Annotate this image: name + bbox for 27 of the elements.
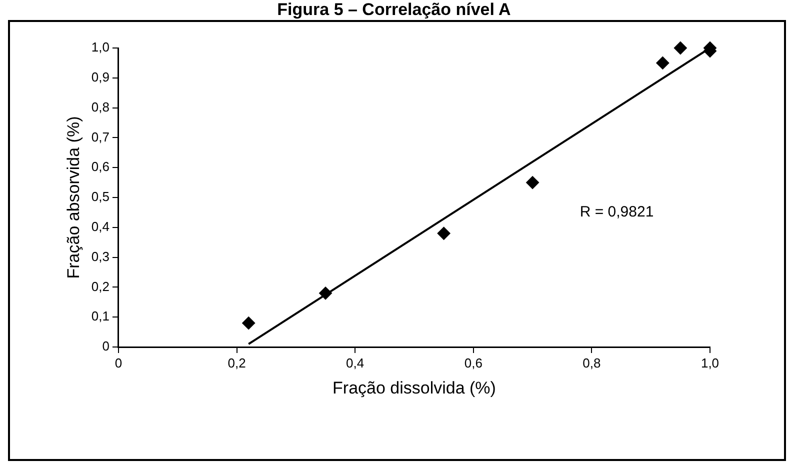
y-tick-label: 0,1 bbox=[91, 308, 110, 324]
x-tick-label: 0,6 bbox=[464, 355, 482, 370]
point bbox=[674, 42, 687, 54]
y-tick-label: 0,4 bbox=[91, 218, 110, 234]
y-tick-label: 0,8 bbox=[91, 99, 110, 114]
y-tick-label: 0,9 bbox=[91, 69, 110, 84]
x-tick-label: 0 bbox=[114, 355, 122, 370]
y-tick-label: 0,7 bbox=[91, 129, 110, 144]
y-axis-title: Fração absorvida (%) bbox=[64, 116, 83, 279]
x-tick-label: 1,0 bbox=[700, 355, 720, 370]
x-tick-label: 0,8 bbox=[582, 355, 601, 370]
point bbox=[526, 176, 540, 190]
x-axis-title: Fração dissolvida (%) bbox=[332, 378, 496, 398]
x-tick-label: 0,4 bbox=[346, 355, 364, 370]
point bbox=[319, 286, 332, 300]
x-tick-label: 0,2 bbox=[228, 355, 246, 370]
y-tick-label: 0,2 bbox=[91, 278, 110, 294]
chart-title: Figura 5 – Correlação nível A bbox=[276, 0, 512, 20]
annotation: R = 0,9821 bbox=[580, 204, 654, 221]
y-tick-label: 0,3 bbox=[91, 248, 110, 264]
point bbox=[656, 56, 670, 70]
y-tick-label: 1,0 bbox=[91, 40, 110, 55]
point bbox=[242, 316, 256, 330]
y-tick-label: 0 bbox=[102, 338, 110, 354]
y-tick-label: 0,6 bbox=[91, 159, 110, 174]
y-tick-label: 0,5 bbox=[91, 189, 110, 204]
point bbox=[437, 226, 450, 240]
